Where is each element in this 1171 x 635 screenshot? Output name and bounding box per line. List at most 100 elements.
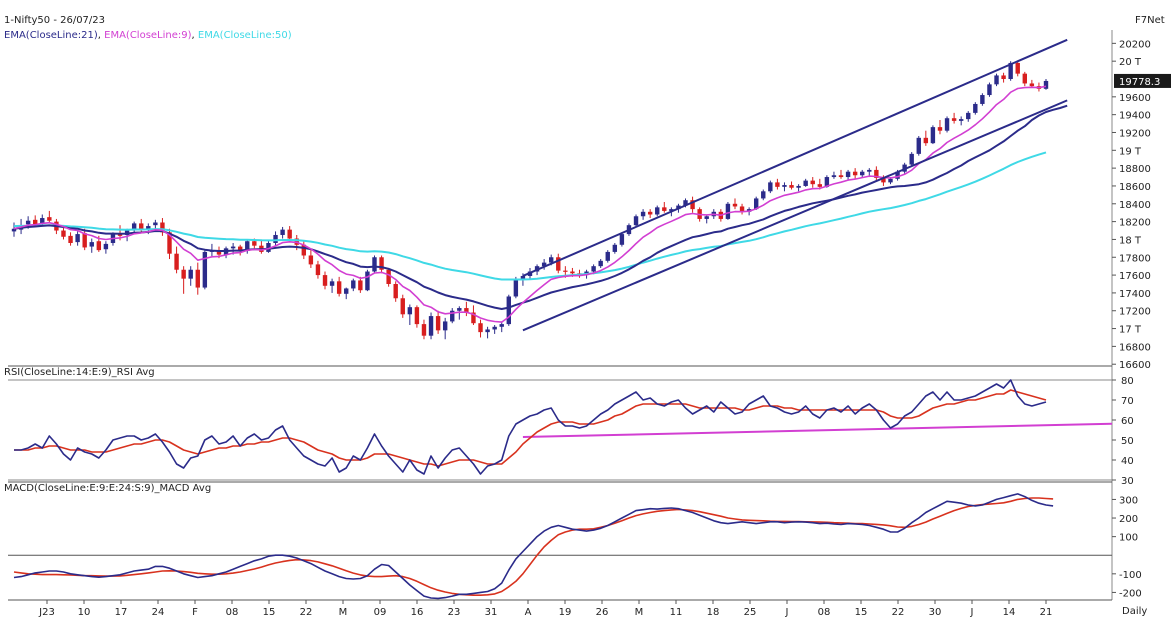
candle-body [499,324,504,327]
last-price-tag [1114,73,1171,88]
candle-body [400,298,405,315]
candle-body [273,234,278,243]
candle-body [1008,62,1013,79]
x-tick-label: 18 [707,607,720,618]
last-price-label: 19778.3 [1119,77,1160,88]
candle-body [916,137,921,154]
candle-body [824,177,830,187]
rsi-trendline [522,422,1113,438]
candle-body [485,329,490,333]
rsi-tick-label: 40 [1121,456,1134,467]
x-tick-label: F [192,607,198,618]
channel-lower-line [522,99,1068,332]
candle-body [379,257,384,270]
candle-body [647,211,653,215]
candle-body [322,275,328,286]
x-tick-label: 26 [596,607,609,618]
candle-body [506,296,511,325]
candle-body [725,203,731,219]
price-panel: 20200 20 T 19600 19400 19200 19 T 18800 18600 18… [11,38,1171,371]
candle-body [11,228,17,232]
x-tick-label: 25 [744,607,757,618]
candle-body [937,127,943,131]
candle-body [817,184,823,187]
x-tick-label: 21 [1040,607,1053,618]
candle-body [852,171,858,176]
macd-tick-label: 100 [1119,533,1138,544]
candle-body [605,251,610,261]
price-tick-label: 17 T [1119,325,1142,336]
ema50-line [13,151,1047,281]
candle-body [987,84,992,96]
candle-body [669,209,674,211]
candle-body [888,178,893,183]
candle-body [549,257,554,263]
candle-body [513,278,519,297]
candle-body [980,95,985,104]
price-tick-label: 16800 [1119,342,1151,353]
candle-body [683,200,688,206]
price-tick-label: 16600 [1119,360,1151,371]
candle-body [181,269,186,279]
candle-body [280,229,285,235]
candle-body [973,103,978,113]
candle-body [329,281,335,286]
candle-body [365,271,370,291]
candle-body [308,255,314,265]
candle-body [478,323,483,333]
macd-line [13,493,1054,600]
candle-body [167,232,172,254]
candle-body [47,217,52,221]
x-tick-label: 19 [559,607,572,618]
candle-body [838,175,844,178]
candle-body [789,185,794,188]
rsi-avg-line [14,389,1047,467]
candle-body [287,229,292,239]
rsi-tick-label: 80 [1121,376,1134,387]
candle-body [612,244,618,252]
candle-body [732,203,738,207]
candle-body [230,246,236,249]
channel-upper-line [522,38,1068,277]
x-tick-label: J [785,607,789,618]
candle-body [810,180,815,185]
candle-body [117,234,123,236]
price-tick-label: 18600 [1119,182,1151,193]
x-tick-label: J23 [38,607,55,618]
price-tick-label: 17600 [1119,271,1151,282]
candle-body [457,308,462,311]
x-tick-label: 09 [374,607,387,618]
candle-body [1001,75,1006,79]
candle-body [351,280,356,289]
macd-tick-label: -100 [1119,570,1142,581]
x-axis: J23 10 17 24 F 08 15 22 M 09 16 23 31 A 19 26 M 11 18 25 J 08… [38,600,1052,618]
candle-body [874,169,879,178]
candle-body [739,206,745,212]
x-tick-label: 30 [929,607,942,618]
candle-body [860,171,865,176]
candle-body [640,211,646,217]
candle-body [966,112,971,120]
macd-panel: 300 200 100 -100 -200 [8,493,1142,600]
candle-body [82,233,87,248]
candle-body [68,235,73,243]
legend-ema21: EMA(CloseLine:21) [4,30,98,41]
vendor-label: F7Net [1135,15,1165,26]
x-tick-label: 23 [448,607,461,618]
candle-body [421,324,427,336]
candle-body [40,218,45,224]
candle-body [174,253,179,270]
candle-body [1015,62,1020,74]
macd-tick-label: -200 [1119,588,1142,599]
candle-body [435,316,441,331]
candle-body [753,198,759,210]
candle-body [131,223,137,231]
x-tick-label: J [970,607,974,618]
x-tick-label: 22 [892,607,905,618]
candle-body [344,288,349,294]
candle-body [796,185,801,188]
candle-body [301,244,307,256]
candle-body [1022,73,1027,84]
candle-body [252,241,257,246]
